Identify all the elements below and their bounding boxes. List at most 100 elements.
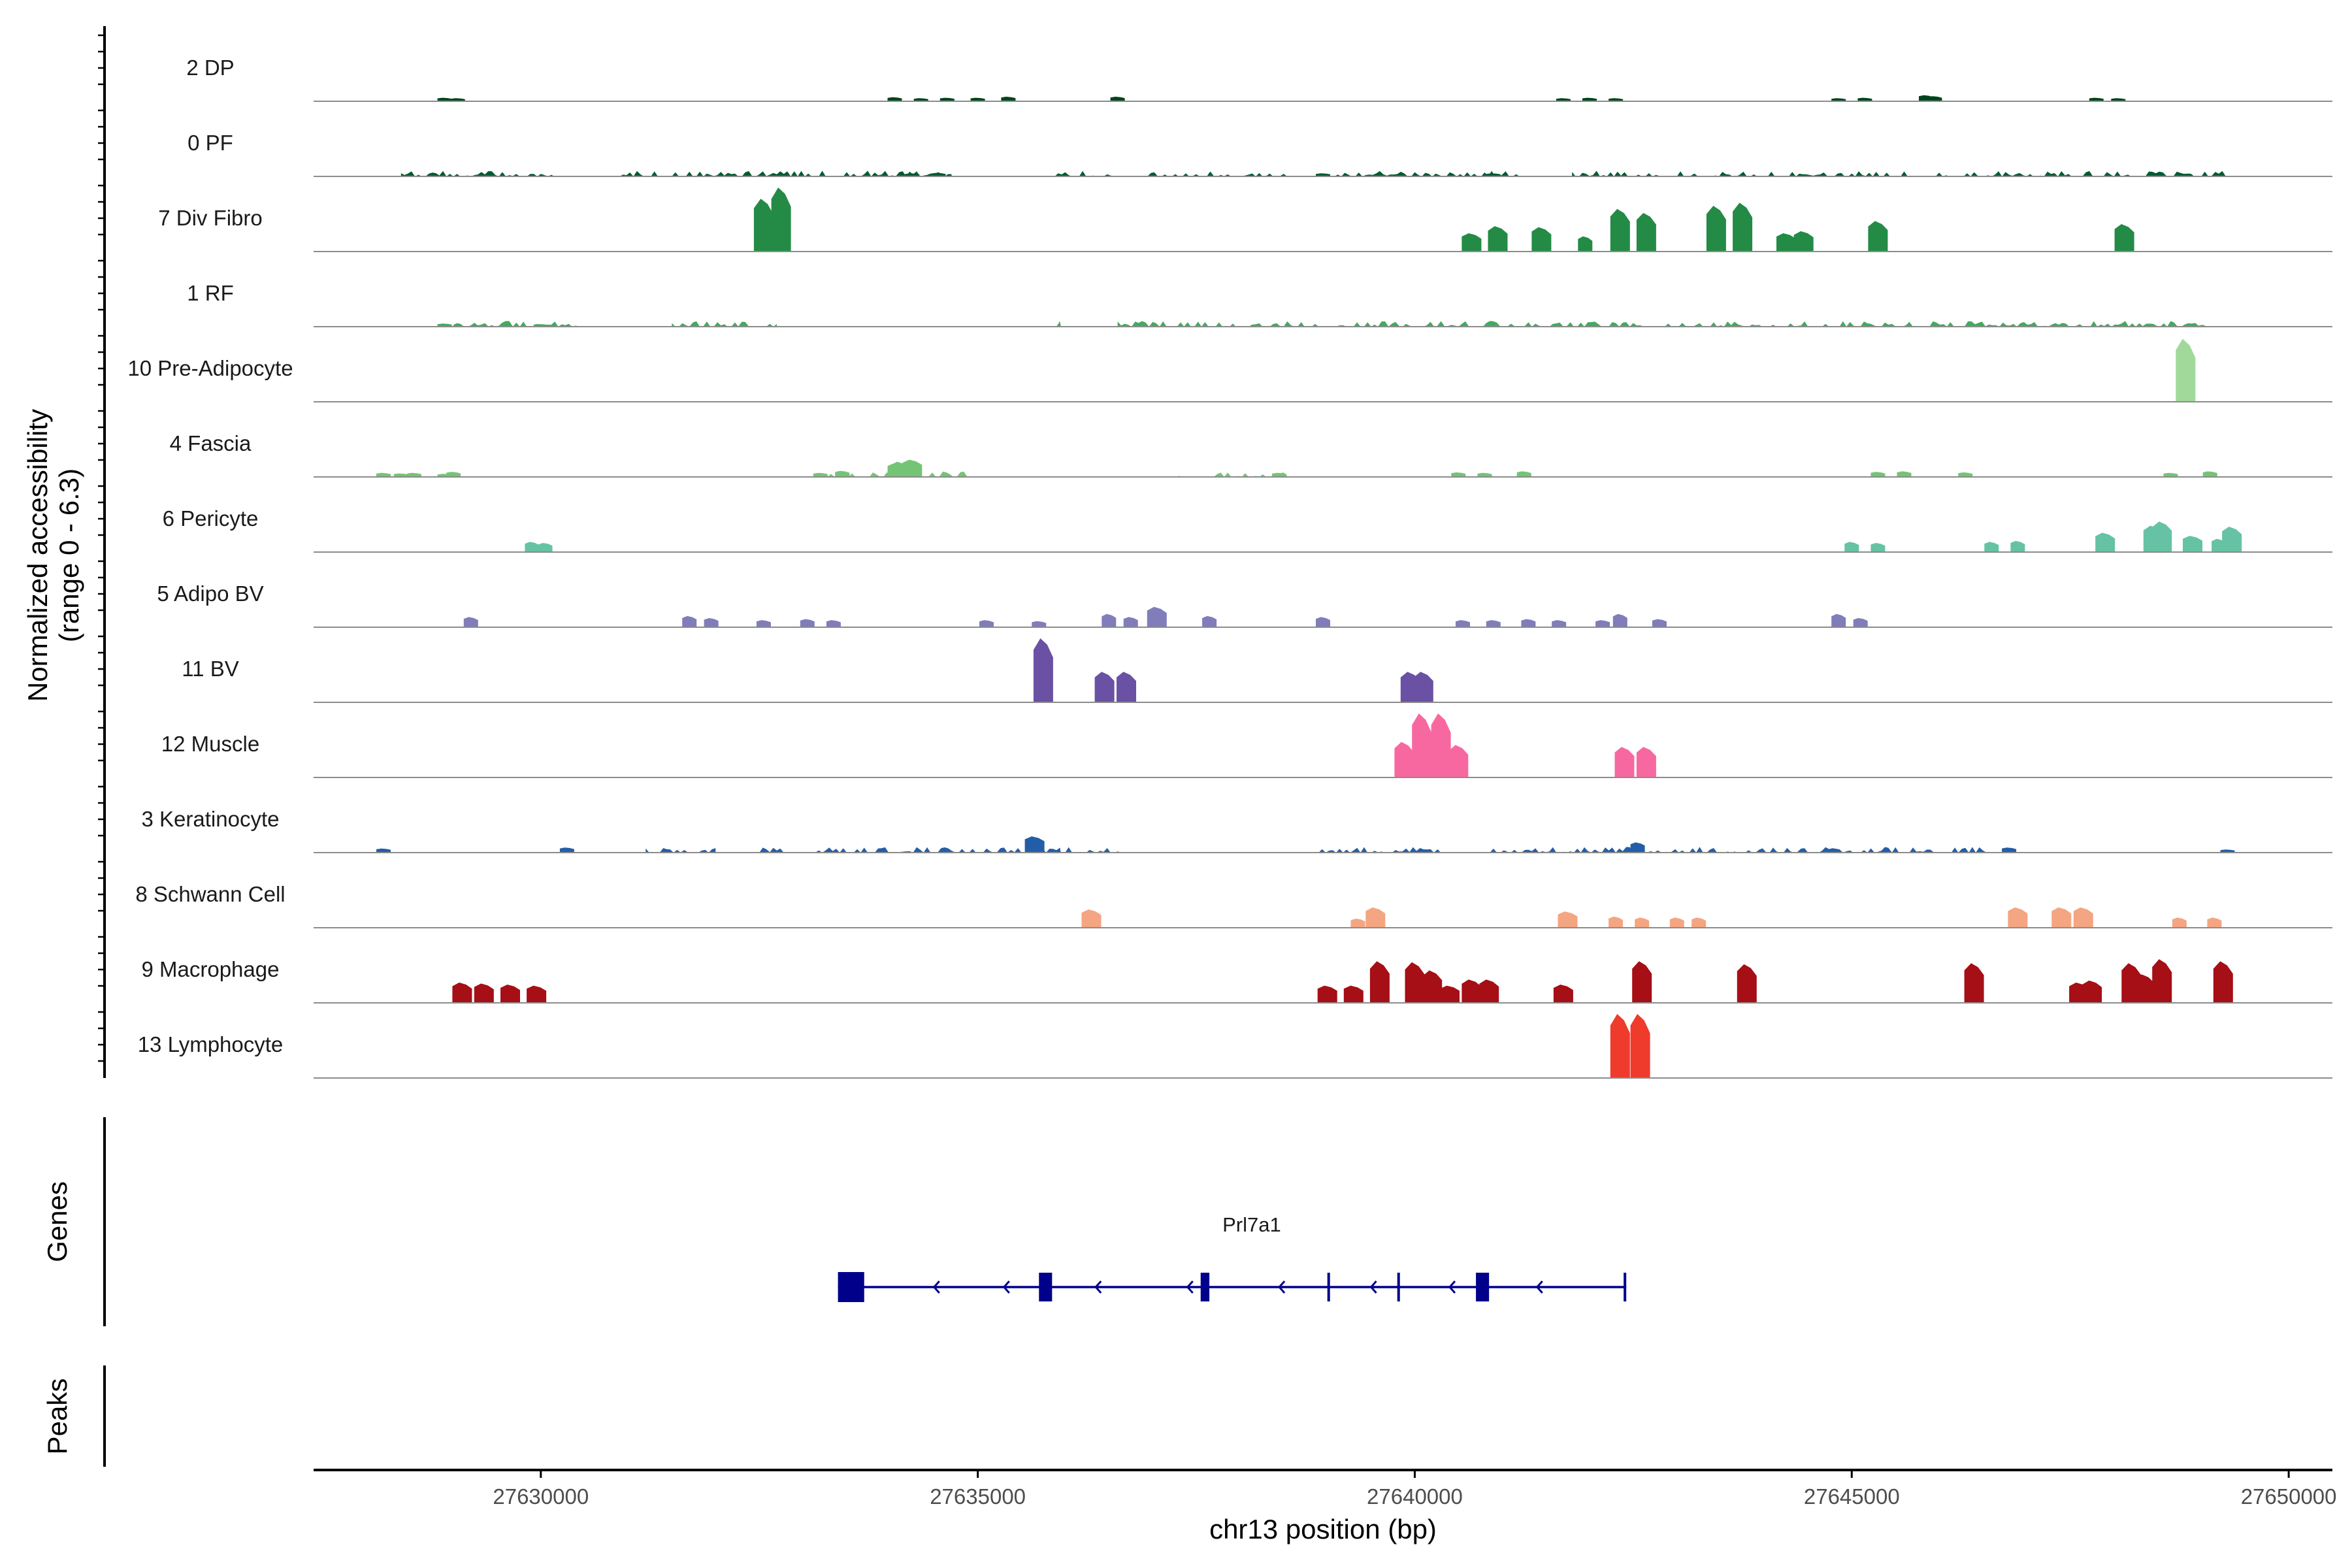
track-peak [538, 543, 553, 552]
track-peak [1630, 842, 1645, 853]
track-peak [1488, 226, 1508, 252]
track-noise-signal [759, 847, 786, 853]
gene-strand-arrow [1186, 1281, 1194, 1294]
gene-strand-arrow [1278, 1281, 1286, 1294]
track-peak [1405, 962, 1425, 1003]
track-peak [1024, 836, 1045, 853]
track-noise-signal [1249, 321, 1913, 327]
track-peak [2095, 532, 2115, 552]
track-peak [1486, 173, 1501, 176]
track-1: 2 DP [186, 56, 2332, 102]
track-label: 0 PF [188, 131, 233, 155]
track-peak [1553, 985, 1573, 1003]
track-noise-signal [1476, 847, 2001, 853]
track-peak [2082, 980, 2102, 1003]
x-tick-label: 27640000 [1367, 1484, 1463, 1509]
track-peak [376, 848, 391, 853]
track-peak [1612, 613, 1627, 627]
track-label: 10 Pre-Adipocyte [127, 356, 293, 380]
track-label: 7 Div Fibro [158, 206, 263, 230]
track-peak [1081, 909, 1102, 928]
track-5: 10 Pre-Adipocyte [127, 338, 2332, 402]
track-9: 11 BV [182, 638, 2332, 703]
track-label: 4 Fascia [170, 431, 252, 455]
genes-panel: Genes Prl7a1 [42, 1117, 1627, 1326]
track-peak [406, 472, 421, 477]
track-peak [756, 620, 771, 627]
peaks-panel-title: Peaks [42, 1379, 73, 1455]
track-peak [835, 470, 850, 477]
track-6: 4 Fascia [170, 431, 2332, 478]
track-peak [1394, 742, 1414, 777]
track-peak [1706, 206, 1726, 252]
gene-model: Prl7a1 [838, 1213, 1627, 1302]
track-peak [1831, 613, 1846, 627]
track-peak [2202, 471, 2217, 477]
track-noise-signal [1143, 171, 1293, 176]
track-peak [1669, 917, 1684, 928]
track-peak [446, 472, 461, 477]
track-peak [1316, 617, 1330, 627]
track-peak [452, 982, 472, 1003]
x-tick-label: 27630000 [493, 1484, 589, 1509]
track-label: 2 DP [186, 56, 234, 80]
gene-exon [1200, 1273, 1210, 1301]
track-peak [800, 619, 815, 627]
track-noise-signal [1926, 321, 2219, 327]
track-noise-signal [453, 321, 585, 327]
track-peak [682, 615, 697, 627]
track-peak [2213, 961, 2233, 1003]
track-peak [2222, 527, 2242, 552]
track-peak [1451, 472, 1466, 477]
gene-strand-arrow [1448, 1281, 1456, 1294]
track-peak [463, 617, 478, 627]
track-peak [1558, 911, 1578, 928]
track-noise-signal [645, 848, 716, 853]
track-peak [931, 172, 946, 176]
track-peak [1556, 98, 1571, 101]
genes-panel-title: Genes [42, 1181, 73, 1262]
track-peak [1117, 672, 1136, 702]
track-peak [1984, 542, 1999, 552]
track-peak [1844, 542, 1859, 552]
track-2: 0 PF [188, 131, 2332, 177]
track-peak [1632, 961, 1652, 1003]
track-noise-signal [672, 321, 777, 327]
track-peak [2010, 540, 2025, 552]
gene-strand-arrow [1094, 1281, 1102, 1294]
track-peak [826, 620, 841, 627]
track-peak [1737, 964, 1757, 1003]
track-peak [1610, 1014, 1630, 1078]
track-noise-signal [811, 847, 1061, 853]
track-peak [1636, 747, 1656, 777]
gene-strand-arrow [1002, 1281, 1010, 1294]
track-peak [437, 323, 452, 327]
track-13: 9 Macrophage [142, 957, 2332, 1004]
track-10: 12 Muscle [161, 713, 2332, 778]
track-peak [1479, 979, 1499, 1003]
gene-name-label: Prl7a1 [1222, 1213, 1281, 1236]
track-peak [1853, 618, 1868, 627]
track-peak [2111, 98, 2126, 101]
track-peak [1521, 619, 1536, 627]
track-peak [1350, 919, 1365, 928]
track-peak [1552, 620, 1567, 627]
track-peak [1369, 961, 1390, 1003]
track-peak [1202, 615, 1217, 627]
track-4: 1 RF [187, 281, 2332, 327]
track-peak [771, 188, 791, 252]
y-axis-title: Normalized accessibility [22, 409, 53, 702]
track-peak [500, 985, 520, 1003]
track-noise-signal [1572, 171, 2228, 176]
track-peak [1343, 985, 1364, 1003]
gene-exon [1624, 1273, 1627, 1301]
track-peak [2134, 974, 2155, 1003]
track-peak [1857, 97, 1872, 101]
track-noise-signal [1318, 847, 1441, 853]
track-peak [1870, 543, 1886, 552]
track-peak [2073, 907, 2093, 928]
x-ticks: 27630000 27635000 27640000 27645000 27650000 [493, 1470, 2337, 1509]
track-peak [1868, 221, 1888, 252]
track-peak [2089, 97, 2104, 101]
track-peak [1609, 98, 1624, 101]
